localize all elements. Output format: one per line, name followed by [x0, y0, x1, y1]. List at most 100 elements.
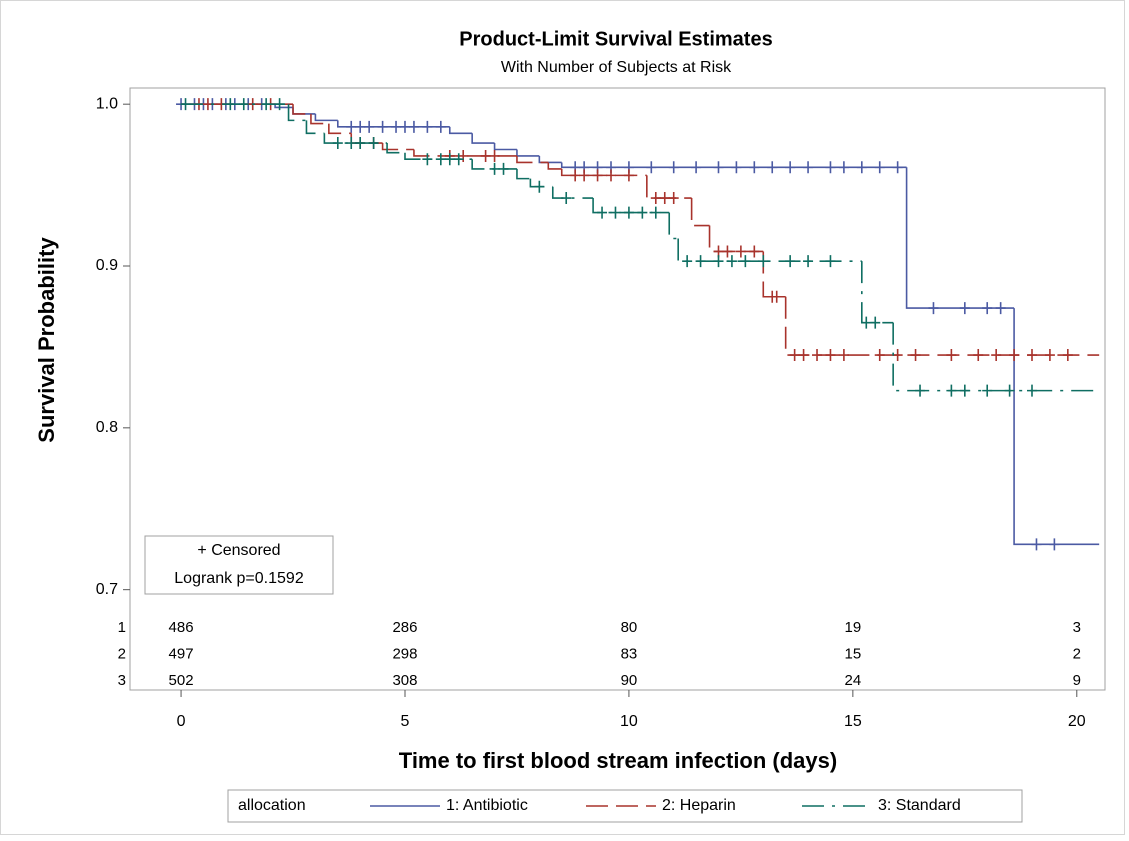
censor-mark: [561, 192, 572, 205]
inset-frame: [144, 535, 334, 595]
risk-count: 15: [845, 645, 862, 662]
legend-label: 2: Heparin: [662, 797, 736, 814]
risk-count: 486: [169, 619, 194, 636]
survival-step: [551, 186, 594, 199]
censor-mark: [892, 349, 903, 362]
censor-mark: [910, 349, 921, 362]
survival-step: [274, 104, 294, 109]
censor-mark: [597, 206, 608, 219]
censor-mark: [610, 206, 621, 219]
censor-mark: [1031, 538, 1042, 551]
inset-text: + Censored: [197, 542, 280, 559]
censor-mark: [225, 98, 236, 111]
censor-mark: [713, 255, 724, 268]
survival-step: [493, 143, 517, 151]
risk-count: 24: [845, 672, 862, 689]
censor-mark: [995, 302, 1006, 315]
censor-mark: [180, 98, 191, 111]
censor-mark: [650, 206, 661, 219]
risk-row-label: 3: [118, 672, 126, 689]
censor-mark: [453, 153, 464, 166]
censor-mark: [726, 255, 737, 268]
survival-step: [690, 198, 710, 227]
censor-mark: [422, 120, 433, 133]
censor-mark: [364, 120, 375, 133]
x-tick-label: 20: [1068, 713, 1086, 730]
censor-mark: [435, 120, 446, 133]
censor-mark: [355, 137, 366, 150]
y-tick-label: 1.0: [96, 95, 118, 112]
censor-mark: [408, 120, 419, 133]
censor-mark: [928, 302, 939, 315]
censor-mark: [825, 349, 836, 362]
censor-mark: [391, 120, 402, 133]
censor-mark: [874, 349, 885, 362]
survival-step: [538, 155, 562, 164]
censor-mark: [973, 349, 984, 362]
censor-mark: [722, 245, 733, 258]
censor-mark: [735, 245, 746, 258]
censor-mark: [861, 316, 872, 329]
risk-row-label: 2: [118, 645, 126, 662]
chart-subtitle: With Number of Subjects at Risk: [501, 59, 732, 76]
chart-title: Product-Limit Survival Estimates: [459, 28, 772, 50]
censor-mark: [874, 161, 885, 174]
survival-step: [677, 238, 862, 262]
plot-frame: [129, 87, 1106, 691]
survival-step: [310, 113, 329, 125]
y-tick-label: 0.9: [96, 257, 118, 274]
y-tick-label: 0.7: [96, 581, 118, 598]
censor-mark: [377, 120, 388, 133]
censor-mark: [767, 161, 778, 174]
survival-step: [448, 126, 473, 135]
censor-mark: [803, 161, 814, 174]
censor-mark: [803, 255, 814, 268]
censor-mark: [346, 137, 357, 150]
censor-mark: [785, 255, 796, 268]
censor-mark: [713, 161, 724, 174]
censor-mark: [959, 384, 970, 397]
censor-mark: [1044, 349, 1055, 362]
censor-mark: [1049, 538, 1060, 551]
x-axis-label: Time to first blood stream infection (da…: [399, 748, 837, 773]
survival-step: [381, 143, 414, 151]
censor-mark: [982, 384, 993, 397]
risk-row-label: 1: [118, 619, 126, 636]
censor-mark: [238, 98, 249, 111]
survival-step: [646, 175, 692, 199]
censor-mark: [435, 153, 446, 166]
censor-mark: [261, 98, 272, 111]
censor-mark: [838, 349, 849, 362]
censor-mark: [749, 161, 760, 174]
censor-mark: [592, 169, 603, 182]
censor-mark: [346, 120, 357, 133]
censor-mark: [368, 137, 379, 150]
x-tick-label: 15: [844, 713, 862, 730]
censor-mark: [982, 302, 993, 315]
risk-count: 80: [621, 619, 638, 636]
censor-mark: [606, 169, 617, 182]
censor-mark: [579, 169, 590, 182]
y-tick-label: 0.8: [96, 419, 118, 436]
x-tick-label: 10: [620, 713, 638, 730]
censor-mark: [838, 161, 849, 174]
censor-mark: [731, 161, 742, 174]
survival-step: [287, 104, 307, 122]
censor-mark: [825, 161, 836, 174]
risk-count: 83: [621, 645, 638, 662]
censor-mark: [637, 206, 648, 219]
censor-mark: [489, 149, 500, 162]
censor-mark: [570, 169, 581, 182]
censor-mark: [740, 255, 751, 268]
censor-mark: [691, 161, 702, 174]
censor-mark: [1027, 384, 1037, 397]
censor-mark: [623, 206, 634, 219]
survival-step: [386, 143, 405, 154]
censor-mark: [1027, 349, 1037, 362]
censor-mark: [332, 137, 343, 150]
censor-mark: [444, 153, 455, 166]
censor-mark: [355, 120, 366, 133]
risk-count: 308: [392, 672, 417, 689]
censor-mark: [659, 192, 670, 205]
